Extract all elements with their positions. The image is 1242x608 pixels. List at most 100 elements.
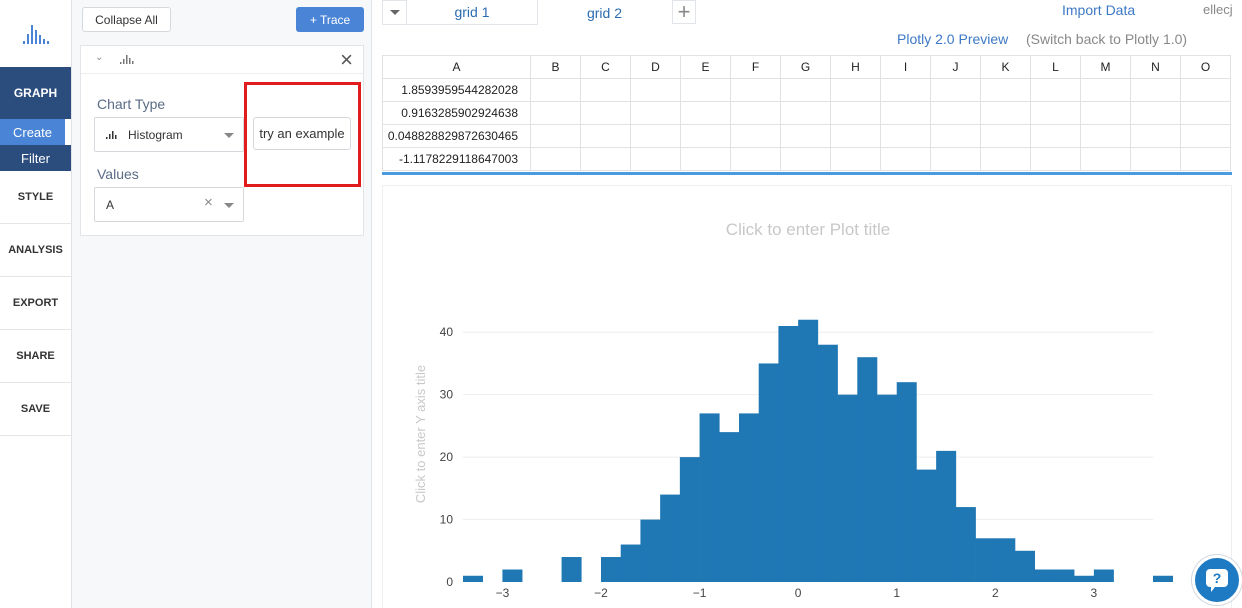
grid-cell[interactable]: [1080, 78, 1131, 102]
histogram-bar[interactable]: [916, 469, 937, 582]
chart-type-dropdown[interactable]: Histogram: [94, 117, 244, 152]
plot-title[interactable]: Click to enter Plot title: [726, 220, 890, 239]
nav-filter[interactable]: Filter: [0, 145, 71, 171]
histogram-bar[interactable]: [995, 538, 1016, 582]
histogram-bar[interactable]: [955, 507, 976, 582]
help-button[interactable]: ?: [1192, 555, 1242, 605]
histogram-bar[interactable]: [1054, 569, 1075, 582]
grid-cell[interactable]: [780, 147, 831, 171]
column-header-m[interactable]: M: [1080, 55, 1131, 79]
grid-cell[interactable]: [880, 101, 931, 125]
grid-cell[interactable]: [680, 78, 731, 102]
histogram-bar[interactable]: [817, 344, 838, 582]
grid-cell[interactable]: [930, 78, 981, 102]
histogram-bar[interactable]: [1153, 575, 1174, 582]
nav-export[interactable]: EXPORT: [0, 277, 71, 330]
nav-create[interactable]: Create: [0, 119, 65, 145]
histogram-bar[interactable]: [640, 519, 661, 582]
grid-cell[interactable]: [830, 78, 881, 102]
grid-cell[interactable]: 0.048828829872630465: [382, 124, 531, 148]
column-header-a[interactable]: A: [382, 55, 531, 79]
histogram-bar[interactable]: [620, 544, 641, 582]
grid-cell[interactable]: [1180, 78, 1231, 102]
column-header-e[interactable]: E: [680, 55, 731, 79]
grid-cell[interactable]: [880, 147, 931, 171]
grid-cell[interactable]: [530, 147, 581, 171]
grid-cell[interactable]: [830, 124, 881, 148]
histogram-bar[interactable]: [778, 325, 799, 582]
histogram-bar[interactable]: [561, 557, 582, 582]
grid-cell[interactable]: [530, 78, 581, 102]
column-header-g[interactable]: G: [780, 55, 831, 79]
grid-cell[interactable]: [1030, 147, 1081, 171]
grid-cell[interactable]: -1.1178229118647003: [382, 147, 531, 171]
grid-cell[interactable]: [530, 101, 581, 125]
grid-cell[interactable]: [680, 101, 731, 125]
column-header-d[interactable]: D: [630, 55, 681, 79]
grid-cell[interactable]: 1.8593959544282028: [382, 78, 531, 102]
grid-cell[interactable]: [630, 147, 681, 171]
grid-cell[interactable]: [1180, 147, 1231, 171]
histogram-bar[interactable]: [936, 450, 957, 582]
histogram-bar[interactable]: [798, 319, 819, 582]
grid-cell[interactable]: [1030, 124, 1081, 148]
grid-cell[interactable]: [1030, 101, 1081, 125]
column-header-i[interactable]: I: [880, 55, 931, 79]
histogram-bar[interactable]: [660, 494, 681, 582]
grid-cell[interactable]: [580, 147, 631, 171]
grid-cell[interactable]: [1180, 124, 1231, 148]
grid-cell[interactable]: [980, 78, 1031, 102]
plotly-logo[interactable]: [0, 0, 71, 67]
nav-share[interactable]: SHARE: [0, 330, 71, 383]
add-grid-button[interactable]: +: [672, 0, 696, 24]
grid-cell[interactable]: [580, 101, 631, 125]
grid-cell[interactable]: [780, 101, 831, 125]
grid-cell[interactable]: [1080, 101, 1131, 125]
grid-cell[interactable]: [980, 124, 1031, 148]
try-example-button[interactable]: try an example: [253, 117, 351, 150]
grid-cell[interactable]: [880, 124, 931, 148]
grid-cell[interactable]: 0.9163285902924638: [382, 101, 531, 125]
grid-cell[interactable]: [1180, 101, 1231, 125]
grid-cell[interactable]: [1130, 78, 1181, 102]
grid-cell[interactable]: [680, 147, 731, 171]
grid-cell[interactable]: [980, 101, 1031, 125]
trace-header[interactable]: ⌄ ×: [81, 46, 363, 74]
nav-analysis[interactable]: ANALYSIS: [0, 224, 71, 277]
y-axis-title[interactable]: Click to enter Y axis title: [413, 365, 428, 503]
values-dropdown[interactable]: A ×: [94, 187, 244, 222]
grid-cell[interactable]: [680, 124, 731, 148]
close-icon[interactable]: ×: [340, 47, 353, 72]
import-data-link[interactable]: Import Data: [1062, 2, 1136, 18]
tab-grid-2[interactable]: grid 2: [586, 4, 623, 21]
grid-cell[interactable]: [1130, 101, 1181, 125]
grid-cell[interactable]: [580, 124, 631, 148]
grid-cell[interactable]: [930, 101, 981, 125]
column-header-h[interactable]: H: [830, 55, 881, 79]
histogram-bar[interactable]: [601, 557, 622, 582]
grid-cell[interactable]: [930, 124, 981, 148]
column-header-f[interactable]: F: [730, 55, 781, 79]
histogram-bar[interactable]: [837, 394, 858, 582]
grid-cell[interactable]: [780, 124, 831, 148]
nav-style[interactable]: STYLE: [0, 171, 71, 224]
tabs-menu-button[interactable]: [382, 0, 408, 25]
clear-icon[interactable]: ×: [204, 194, 213, 211]
histogram-bar[interactable]: [679, 457, 700, 582]
grid-cell[interactable]: [580, 78, 631, 102]
grid-cell[interactable]: [730, 101, 781, 125]
histogram-bar[interactable]: [1074, 575, 1095, 582]
switch-back-link[interactable]: (Switch back to Plotly 1.0): [1026, 31, 1188, 47]
histogram-bar[interactable]: [857, 357, 878, 582]
column-header-l[interactable]: L: [1030, 55, 1081, 79]
grid-cell[interactable]: [1030, 78, 1081, 102]
column-header-n[interactable]: N: [1130, 55, 1181, 79]
histogram-bar[interactable]: [758, 363, 779, 582]
grid-cell[interactable]: [1130, 147, 1181, 171]
histogram-bar[interactable]: [463, 575, 484, 582]
histogram-bar[interactable]: [699, 413, 720, 582]
grid-cell[interactable]: [730, 124, 781, 148]
grid-cell[interactable]: [830, 147, 881, 171]
histogram-bar[interactable]: [1034, 569, 1055, 582]
grid-cell[interactable]: [630, 124, 681, 148]
